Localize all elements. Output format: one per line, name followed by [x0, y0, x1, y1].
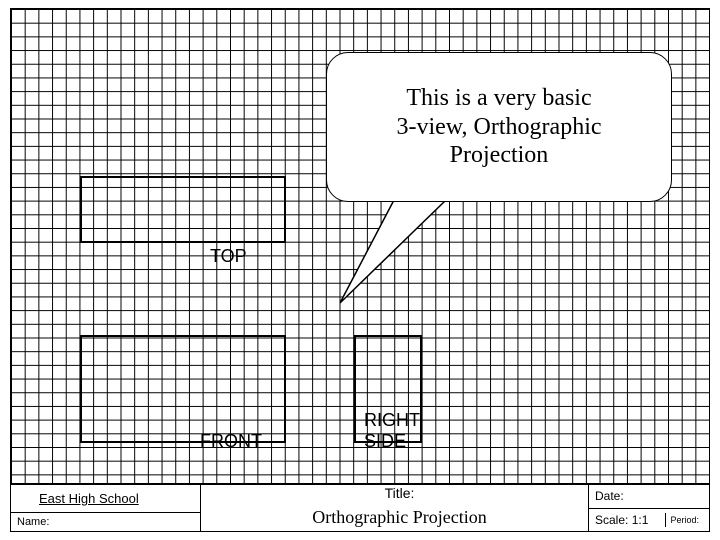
callout-bubble: This is a very basic 3-view, Orthographi…	[326, 52, 672, 202]
callout-text: This is a very basic 3-view, Orthographi…	[396, 84, 601, 170]
